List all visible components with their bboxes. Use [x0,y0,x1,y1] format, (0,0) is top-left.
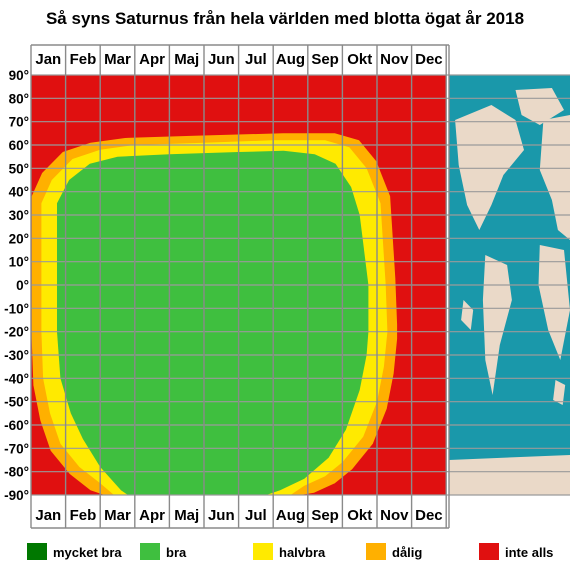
month-label-bottom: Jun [208,507,235,524]
month-label-bottom: Sep [311,507,339,524]
month-label-top: Maj [174,51,199,68]
lat-label: 30° [9,208,29,223]
lat-label: 0° [16,278,29,293]
lat-label: -20° [4,325,29,340]
lat-label: 10° [9,255,29,270]
month-label-top: Feb [70,51,97,68]
legend-label-halvbra: halvbra [279,545,326,560]
month-label-top: Mar [104,51,131,68]
month-label-bottom: Jul [245,507,267,524]
month-label-top: Dec [415,51,443,68]
month-label-bottom: Maj [174,507,199,524]
legend-swatch-dalig [366,543,386,560]
lat-label: 60° [9,138,29,153]
legend-label-mycket-bra: mycket bra [53,545,122,560]
lat-label: -30° [4,348,29,363]
month-label-bottom: Aug [276,507,305,524]
month-label-bottom: Okt [347,507,372,524]
legend-label-dalig: dålig [392,545,422,560]
month-label-bottom: Feb [70,507,97,524]
lat-label: -10° [4,301,29,316]
lat-label: -40° [4,371,29,386]
month-label-bottom: Jan [35,507,61,524]
lat-label: 40° [9,185,29,200]
region-bra [57,151,368,495]
lat-label: 70° [9,115,29,130]
lat-label: -50° [4,395,29,410]
month-label-top: Sep [311,51,339,68]
legend: mycket bra bra halvbra dålig inte alls [27,543,553,560]
lat-label: -90° [4,488,29,503]
month-label-top: Jul [245,51,267,68]
lat-label: 80° [9,91,29,106]
month-label-top: Apr [139,51,165,68]
lat-label: -70° [4,441,29,456]
legend-swatch-mycket-bra [27,543,47,560]
month-label-bottom: Mar [104,507,131,524]
chart-title: Så syns Saturnus från hela världen med b… [46,9,524,28]
lat-label: -60° [4,418,29,433]
month-label-bottom: Dec [415,507,443,524]
legend-label-bra: bra [166,545,187,560]
month-label-top: Nov [380,51,409,68]
month-label-top: Jan [35,51,61,68]
lat-label: -80° [4,465,29,480]
legend-swatch-inte-alls [479,543,499,560]
lat-label: 50° [9,161,29,176]
legend-label-inte-alls: inte alls [505,545,553,560]
month-label-top: Okt [347,51,372,68]
lat-label: 20° [9,231,29,246]
legend-swatch-halvbra [253,543,273,560]
lat-label: 90° [9,68,29,83]
month-label-bottom: Apr [139,507,165,524]
month-label-top: Jun [208,51,235,68]
month-label-top: Aug [276,51,305,68]
month-label-bottom: Nov [380,507,409,524]
map-land [449,455,570,495]
legend-swatch-bra [140,543,160,560]
